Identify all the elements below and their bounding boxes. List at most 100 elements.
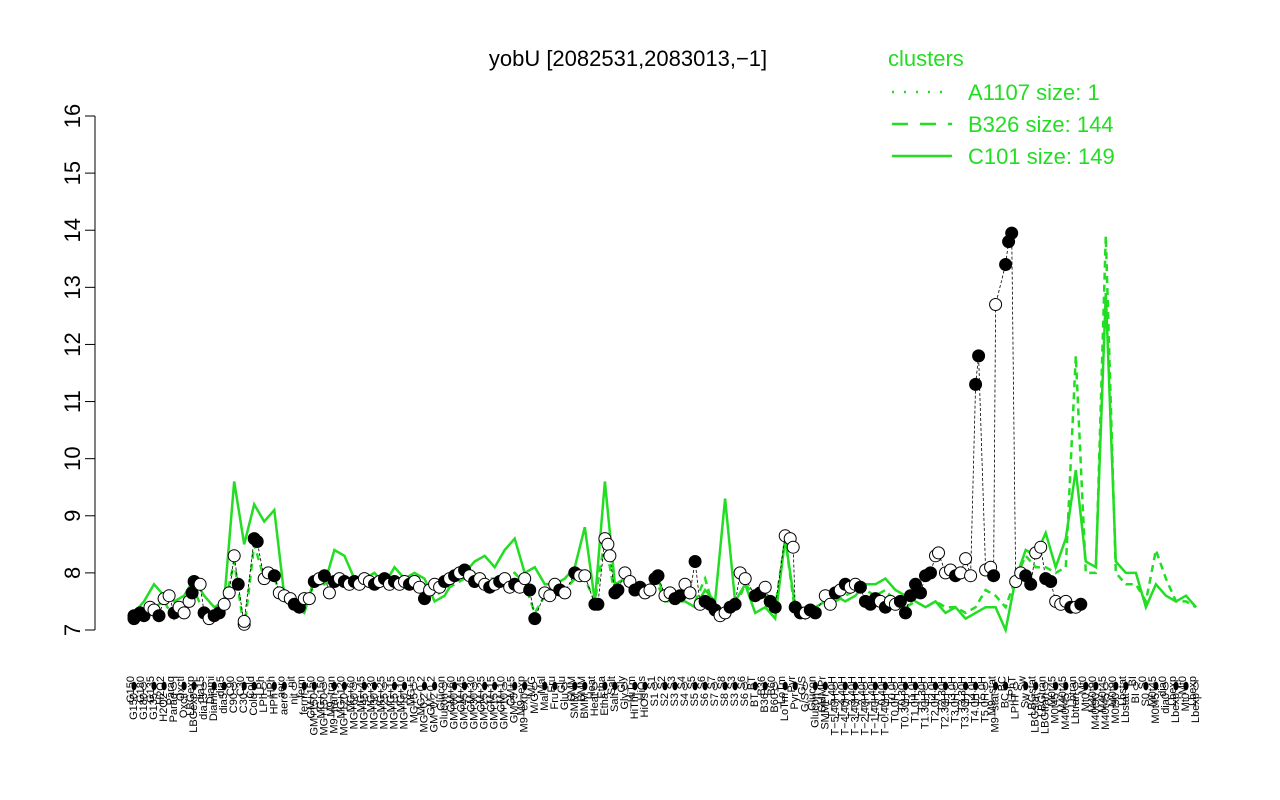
x-tick-label: MG+10: [396, 676, 408, 712]
x-tick-label: BC: [997, 676, 1009, 691]
data-point: [601, 537, 615, 551]
data-point: [899, 606, 912, 620]
rug-mark: [341, 681, 347, 691]
x-tick-label: GM−0.2: [429, 693, 441, 732]
x-tick-label: Lbexp: [1167, 676, 1179, 706]
rug-mark: [311, 681, 317, 691]
data-point: [924, 566, 937, 580]
x-tick-label: Paraq: [168, 693, 180, 722]
x-tick-label: LBGexp: [185, 676, 197, 716]
rug-mark: [1143, 681, 1149, 691]
x-tick-label: Glucon: [806, 676, 818, 711]
x-tick-label: Mal: [536, 676, 548, 694]
x-tick-label: GM+30: [466, 676, 478, 712]
x-tick-label: GM+30: [469, 693, 481, 729]
x-tick-label: nit: [288, 693, 300, 705]
x-tick-label: Etha: [596, 675, 608, 699]
x-tick-label: S8: [716, 676, 728, 689]
x-tick-label: nit: [285, 676, 297, 688]
x-tick-label: HPh: [265, 676, 277, 697]
x-tick-label: Mal: [539, 693, 551, 711]
x-tick-label: MG+15: [389, 693, 401, 729]
x-tick-label: S3: [726, 676, 738, 689]
x-tick-label: MG+5: [409, 693, 421, 723]
data-point: [1005, 226, 1019, 240]
data-point: [611, 583, 625, 597]
x-tick-label: SMMPr: [816, 676, 828, 713]
x-tick-label: G180: [135, 676, 147, 703]
data-point: [217, 597, 231, 611]
rug-mark: [1083, 681, 1089, 691]
rug-mark: [962, 681, 969, 691]
rug-mark: [532, 681, 538, 691]
x-tick-label: GM−0.2: [426, 676, 438, 715]
x-tick-label: Oxctl: [178, 693, 190, 718]
rug-mark: [1063, 681, 1069, 691]
rug-mark: [221, 681, 227, 691]
x-tick-label: LBGstat: [1027, 676, 1039, 716]
x-tick-label: S6: [699, 693, 711, 706]
rug-mark: [592, 681, 598, 691]
x-tick-label: M9−exp: [516, 676, 528, 715]
rug-mark: [562, 681, 568, 691]
x-tick-label: Sw: [1020, 693, 1032, 708]
x-tick-label: C30: [238, 693, 250, 713]
x-tick-label: G/S: [796, 676, 808, 695]
y-tick-label: 14: [60, 218, 85, 242]
x-tick-label: MG+15: [386, 676, 398, 712]
data-point: [237, 614, 251, 628]
x-tick-label: LoTm: [779, 693, 791, 721]
data-point: [808, 606, 822, 620]
x-tick-label: Glucon: [809, 693, 821, 728]
x-tick-label: Mt0: [1080, 693, 1092, 711]
x-tick-label: M0t45: [1150, 693, 1162, 724]
x-tick-label: MG+25: [379, 693, 391, 729]
rug-mark: [1053, 681, 1059, 691]
x-tick-label: SMM: [566, 676, 578, 702]
x-tick-label: T−4.40H: [836, 676, 848, 719]
data-point: [523, 583, 537, 597]
data-point: [267, 569, 281, 583]
x-tick-label: HiOs: [636, 676, 648, 701]
x-tick-label: T4.0H: [967, 676, 979, 706]
x-tick-label: dia15: [198, 693, 210, 720]
rug-mark: [261, 681, 267, 691]
data-point: [1044, 575, 1058, 588]
x-tick-label: ferm: [298, 693, 310, 715]
x-tick-label: Mt0: [1077, 676, 1089, 694]
x-tick-label: Lbstat: [1117, 676, 1129, 706]
x-tick-label: SMM: [569, 693, 581, 719]
data-point: [1024, 577, 1038, 591]
rug-mark: [602, 681, 608, 691]
x-tick-label: S1: [646, 676, 658, 689]
rug-mark: [872, 681, 879, 691]
rug-mark: [862, 681, 869, 691]
rug-mark: [572, 681, 578, 691]
data-point: [603, 549, 617, 563]
rug-mark: [251, 681, 257, 691]
rug-mark: [471, 681, 478, 691]
x-tick-label: Fru: [546, 676, 558, 693]
x-tick-label: dia15: [195, 676, 207, 703]
rug-mark: [692, 681, 698, 691]
x-tick-label: T−3.40H: [846, 676, 858, 719]
rug-mark: [1043, 681, 1049, 691]
data-point: [969, 377, 983, 391]
x-tick-label: T3.0H: [947, 676, 959, 706]
y-tick-label: 16: [60, 104, 85, 128]
rug-mark: [411, 681, 418, 691]
data-point: [853, 580, 867, 594]
x-tick-label: MG+30: [369, 693, 381, 729]
rug-mark: [802, 681, 808, 691]
rug-mark: [1133, 681, 1139, 691]
y-tick-label: 8: [60, 567, 85, 579]
rug-mark: [1093, 681, 1099, 691]
x-tick-label: Salt: [606, 676, 618, 695]
rug-mark: [512, 681, 518, 691]
x-tick-label: B36: [756, 676, 768, 696]
data-point: [688, 555, 702, 568]
legend-label: B326 size: 144: [968, 112, 1114, 137]
plot-area: 7 8 9 10 11 12 13 14 15 16 G150G180G135H2O2ParaqOx…: [60, 104, 1202, 736]
data-point: [591, 597, 605, 611]
x-tick-label: Lbtran: [1067, 676, 1079, 707]
